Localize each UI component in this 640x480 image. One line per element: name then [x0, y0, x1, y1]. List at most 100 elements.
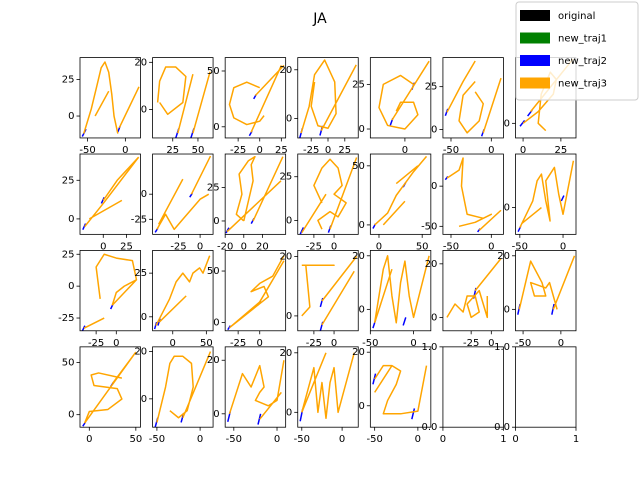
axes: [299, 157, 358, 235]
axes: [153, 255, 211, 330]
y-tick-label: 25: [134, 268, 147, 279]
axes-frame: [442, 153, 504, 235]
y-tick-label: 0: [358, 401, 364, 412]
x-tick-label: -25: [170, 241, 186, 252]
x-tick-label: -50: [512, 241, 528, 252]
x-tick-label: 0: [415, 434, 421, 445]
trajectory: [83, 61, 140, 134]
axes-frame: [224, 250, 287, 332]
trajectory: [374, 364, 428, 415]
x-tick-label: 50: [129, 434, 142, 445]
axes-frame: [369, 153, 432, 235]
x-tick-label: 0: [331, 338, 337, 349]
y-tick-label: 0: [504, 304, 510, 315]
axes: [446, 258, 502, 319]
x-tick-label: -50: [79, 145, 95, 156]
legend-swatch: [520, 77, 550, 89]
axes-frame: [369, 346, 432, 428]
x-tick-label: -25: [88, 338, 104, 349]
x-tick-label: 0: [410, 338, 416, 349]
x-tick-label: -50: [443, 145, 459, 156]
y-tick-label: 0: [213, 216, 219, 227]
axes-frame: [152, 250, 214, 332]
y-tick-label: 1.0: [422, 342, 438, 353]
axes: [301, 255, 358, 331]
x-tick-label: 1: [573, 434, 579, 445]
x-tick-label: 0: [325, 145, 331, 156]
legend-label: new_traj3: [558, 79, 607, 90]
x-tick-label: 25: [555, 145, 568, 156]
x-tick-label: 50: [192, 145, 205, 156]
y-tick-label: 20: [352, 347, 365, 358]
x-tick-label: -25: [306, 338, 322, 349]
y-tick-label: 0: [213, 122, 219, 133]
y-tick-label: 20: [134, 57, 147, 68]
y-tick-label: 50: [62, 358, 75, 369]
y-tick-label: 20: [280, 65, 293, 76]
x-tick-label: -50: [366, 434, 382, 445]
axes: [444, 157, 502, 233]
x-tick-label: -50: [443, 241, 459, 252]
x-tick-label: 25: [166, 145, 179, 156]
axes-frame: [224, 57, 287, 139]
y-tick-label: 0: [431, 181, 437, 192]
x-tick-label: 0: [520, 145, 526, 156]
x-tick-label: 0: [376, 241, 382, 252]
y-tick-label: 50: [207, 266, 220, 277]
y-tick-label: 20: [134, 347, 147, 358]
x-tick-label: -25: [463, 338, 479, 349]
axes-frame: [515, 153, 577, 235]
axes-frame: [369, 57, 432, 139]
y-tick-label: 0: [358, 124, 364, 135]
legend-label: new_traj2: [558, 56, 607, 67]
trajectory: [301, 255, 358, 326]
axes-frame: [297, 153, 359, 235]
axes: [299, 352, 355, 422]
y-tick-label: 0: [213, 318, 219, 329]
trajectory: [518, 255, 576, 310]
y-tick-label: 0: [286, 311, 292, 322]
y-tick-label: -25: [131, 214, 147, 225]
trajectory: [226, 155, 284, 233]
x-tick-label: -50: [226, 434, 242, 445]
axes: [156, 66, 211, 138]
trajectory: [228, 360, 285, 420]
x-tick-label: -50: [515, 338, 531, 349]
y-tick-label: 0: [141, 105, 147, 116]
axes: [299, 59, 357, 138]
y-tick-label: 20: [207, 355, 220, 366]
trajectory: [300, 59, 357, 134]
x-tick-label: 0: [440, 434, 446, 445]
trajectory: [156, 351, 212, 423]
axes-frame: [442, 250, 504, 332]
y-tick-label: 0: [431, 124, 437, 135]
axes: [517, 255, 576, 315]
trajectory: [84, 156, 140, 228]
trajectory: [446, 157, 502, 231]
x-tick-label: -20: [217, 241, 233, 252]
x-tick-label: -50: [362, 338, 378, 349]
x-tick-label: 0: [122, 145, 128, 156]
axes: [227, 360, 285, 425]
legend-label: original: [558, 11, 595, 22]
axes: [227, 255, 285, 331]
trajectory: [301, 157, 358, 234]
y-tick-label: 0.0: [494, 422, 510, 433]
y-tick-label: 0: [286, 407, 292, 418]
y-tick-label: 50: [207, 66, 220, 77]
axes-frame: [297, 250, 359, 332]
x-tick-label: 0: [560, 241, 566, 252]
axes-frame: [152, 57, 214, 139]
y-tick-label: 25: [425, 82, 438, 93]
axes-frame: [224, 346, 287, 428]
axes-frame: [442, 57, 504, 139]
y-tick-label: 0: [68, 111, 74, 122]
x-tick-label: 20: [256, 241, 269, 252]
axes: [82, 351, 137, 427]
trajectory: [155, 255, 211, 326]
axes-frame: [297, 346, 359, 428]
y-tick-label: 0: [431, 312, 437, 323]
x-tick-label: 0: [558, 338, 564, 349]
x-tick-label: 0: [488, 241, 494, 252]
y-tick-label: 0: [358, 304, 364, 315]
